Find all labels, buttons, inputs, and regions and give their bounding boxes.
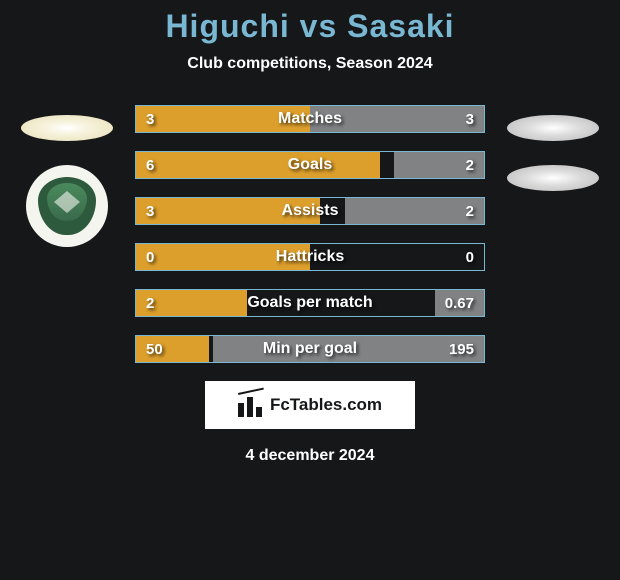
stat-value-right: 2 [466,203,474,220]
stat-label: Hattricks [276,248,344,266]
stat-row: 0 Hattricks 0 [135,243,485,271]
date-label: 4 december 2024 [0,447,620,465]
stat-value-left: 2 [146,295,154,312]
stat-row: 6 Goals 2 [135,151,485,179]
player-left-club-badge [26,165,108,247]
stat-label: Min per goal [263,340,357,358]
stat-value-left: 3 [146,203,154,220]
stat-value-right: 2 [466,157,474,174]
stat-value-left: 0 [146,249,154,266]
stat-value-right: 3 [466,111,474,128]
stat-value-left: 50 [146,341,163,358]
player-right-oval-1 [507,115,599,141]
player-col-right [503,105,603,191]
player-col-left [17,105,117,247]
stat-value-right: 195 [449,341,474,358]
stat-label: Goals per match [247,294,372,312]
branding-text: FcTables.com [270,395,382,415]
root-container: Higuchi vs Sasaki Club competitions, Sea… [0,0,620,465]
stat-value-right: 0 [466,249,474,266]
stats-column: 3 Matches 3 6 Goals 2 3 Assists 2 0 Hattricks 0 2 Goa… [135,105,485,363]
stat-label: Goals [288,156,332,174]
stat-row: 3 Matches 3 [135,105,485,133]
stat-value-right: 0.67 [445,295,474,312]
stat-bar-right [345,198,484,224]
stat-label: Matches [278,110,342,128]
stat-value-left: 3 [146,111,154,128]
subtitle: Club competitions, Season 2024 [0,55,620,73]
stat-label: Assists [282,202,339,220]
main-row: 3 Matches 3 6 Goals 2 3 Assists 2 0 Hattricks 0 2 Goa… [0,105,620,363]
stat-row: 2 Goals per match 0.67 [135,289,485,317]
stat-bar-left [136,152,380,178]
stat-row: 3 Assists 2 [135,197,485,225]
player-left-oval [21,115,113,141]
stat-value-left: 6 [146,157,154,174]
branding-logo-icon [238,393,264,417]
branding-box: FcTables.com [205,381,415,429]
stat-row: 50 Min per goal 195 [135,335,485,363]
page-title: Higuchi vs Sasaki [0,8,620,45]
player-right-oval-2 [507,165,599,191]
